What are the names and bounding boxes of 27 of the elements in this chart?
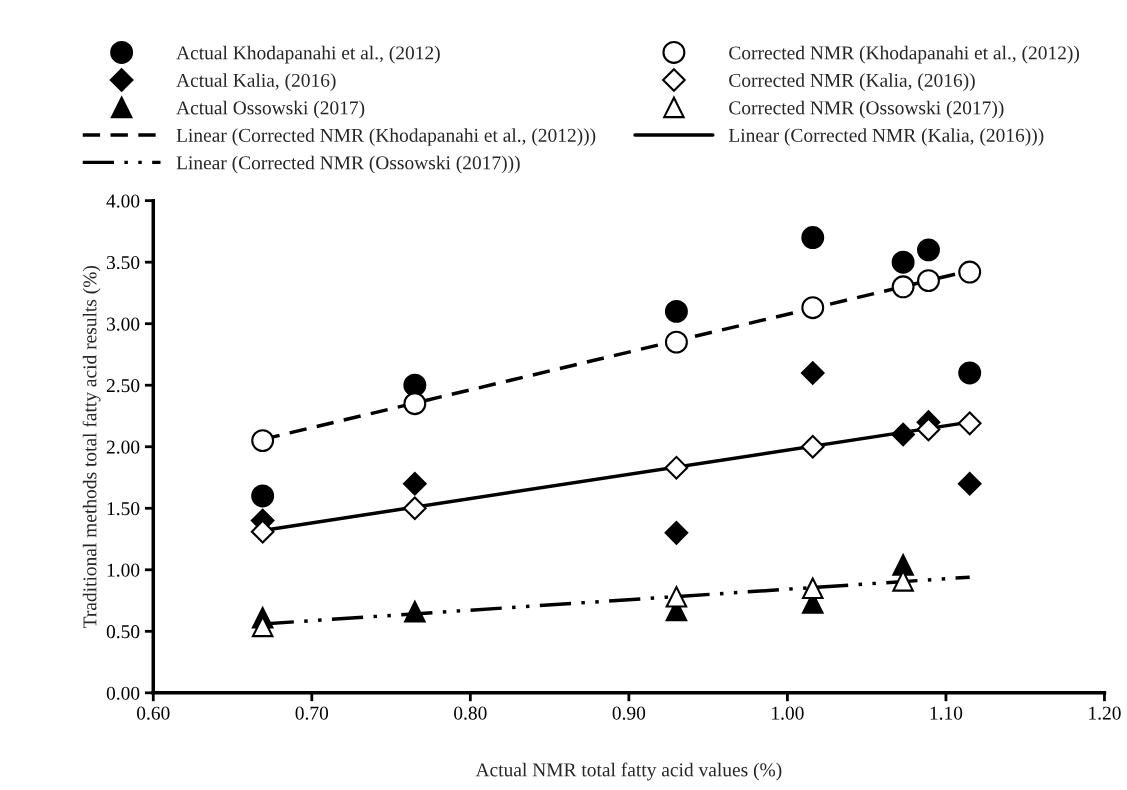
legend-label: Corrected NMR (Khodapanahi et al., (2012)): [729, 45, 1080, 64]
x-tick-label: 0.90: [612, 706, 646, 720]
y-tick-label: 2.00: [106, 440, 140, 454]
legend-label: Linear (Corrected NMR (Ossowski (2017))): [176, 155, 520, 174]
y-tick-label: 0.00: [106, 686, 140, 700]
y-tick-label: 3.00: [106, 317, 140, 331]
x-tick-label: 1.20: [1089, 706, 1121, 720]
x-tick-label: 0.70: [295, 706, 329, 720]
legend-label: Actual Ossowski (2017): [176, 100, 365, 119]
y-tick-label: 1.50: [107, 502, 140, 516]
legend-label: Actual Kalia, (2016): [176, 73, 336, 91]
legend-label: Corrected NMR (Ossowski (2017)): [729, 100, 1004, 119]
y-tick-label: 4.00: [106, 194, 140, 208]
y-tick-label: 3.50: [106, 256, 140, 270]
x-axis-title: Actual NMR total fatty acid values (%): [475, 762, 782, 781]
y-tick-label: 1.00: [107, 563, 140, 577]
y-axis-title: Traditional methods total fatty acid results (%): [82, 265, 101, 629]
legend-label: Linear (Corrected NMR (Khodapanahi et al., (2012))): [176, 128, 596, 146]
y-tick-label: 0.50: [106, 625, 140, 639]
x-tick-label: 1.10: [930, 706, 963, 720]
x-tick-label: 0.80: [454, 706, 487, 720]
legend-label: Actual Khodapanahi et al., (2012): [176, 45, 440, 64]
y-tick-label: 2.50: [106, 379, 140, 393]
x-tick-label: 0.60: [137, 706, 170, 720]
x-tick-label: 1.00: [772, 706, 804, 720]
legend-label: Corrected NMR (Kalia, (2016)): [729, 73, 975, 91]
legend-label: Linear (Corrected NMR (Kalia, (2016))): [728, 128, 1044, 146]
